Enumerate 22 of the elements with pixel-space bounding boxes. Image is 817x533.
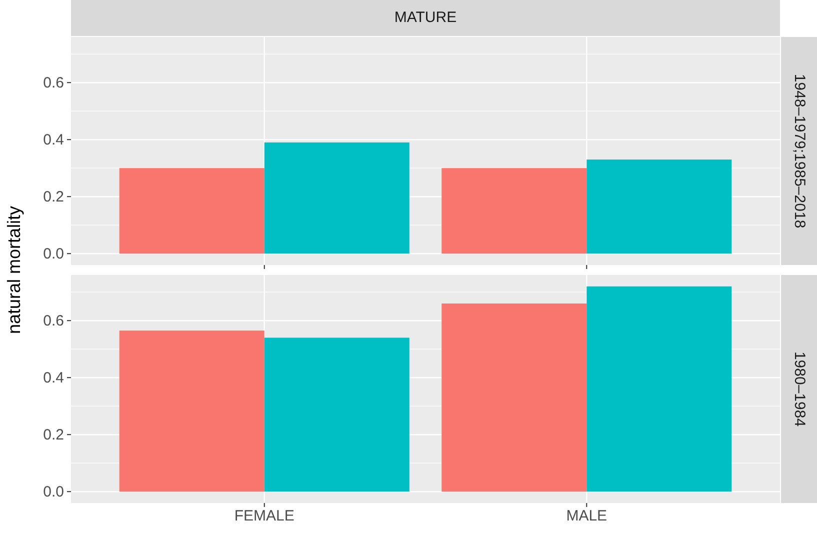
- bar: [586, 160, 732, 254]
- text: 1948–1979;1985–2018: [791, 74, 808, 228]
- y-tick-label: 0.2: [43, 188, 64, 206]
- y-tick-label: 0.0: [43, 245, 64, 262]
- x-tick-label: FEMALE: [234, 508, 294, 525]
- y-tick-label: 0.6: [43, 312, 64, 330]
- chart-title: MATURE: [394, 8, 457, 26]
- bar: [119, 330, 264, 492]
- bar: [442, 168, 587, 254]
- y-tick-label: 0.4: [43, 369, 64, 386]
- y-axis-title: natural mortality: [4, 206, 24, 334]
- y-tick-label: 0.6: [43, 74, 64, 92]
- y-tick-label: 0.2: [43, 426, 64, 444]
- y-tick-label: 0.4: [43, 131, 64, 148]
- x-tick-label: MALE: [566, 508, 608, 525]
- bar: [264, 338, 410, 492]
- text: 1980–1984: [791, 351, 808, 427]
- bar: [586, 286, 732, 492]
- bar: [119, 168, 264, 254]
- y-tick-label: 0.0: [43, 483, 64, 500]
- bar: [264, 142, 410, 254]
- bar: [442, 304, 587, 492]
